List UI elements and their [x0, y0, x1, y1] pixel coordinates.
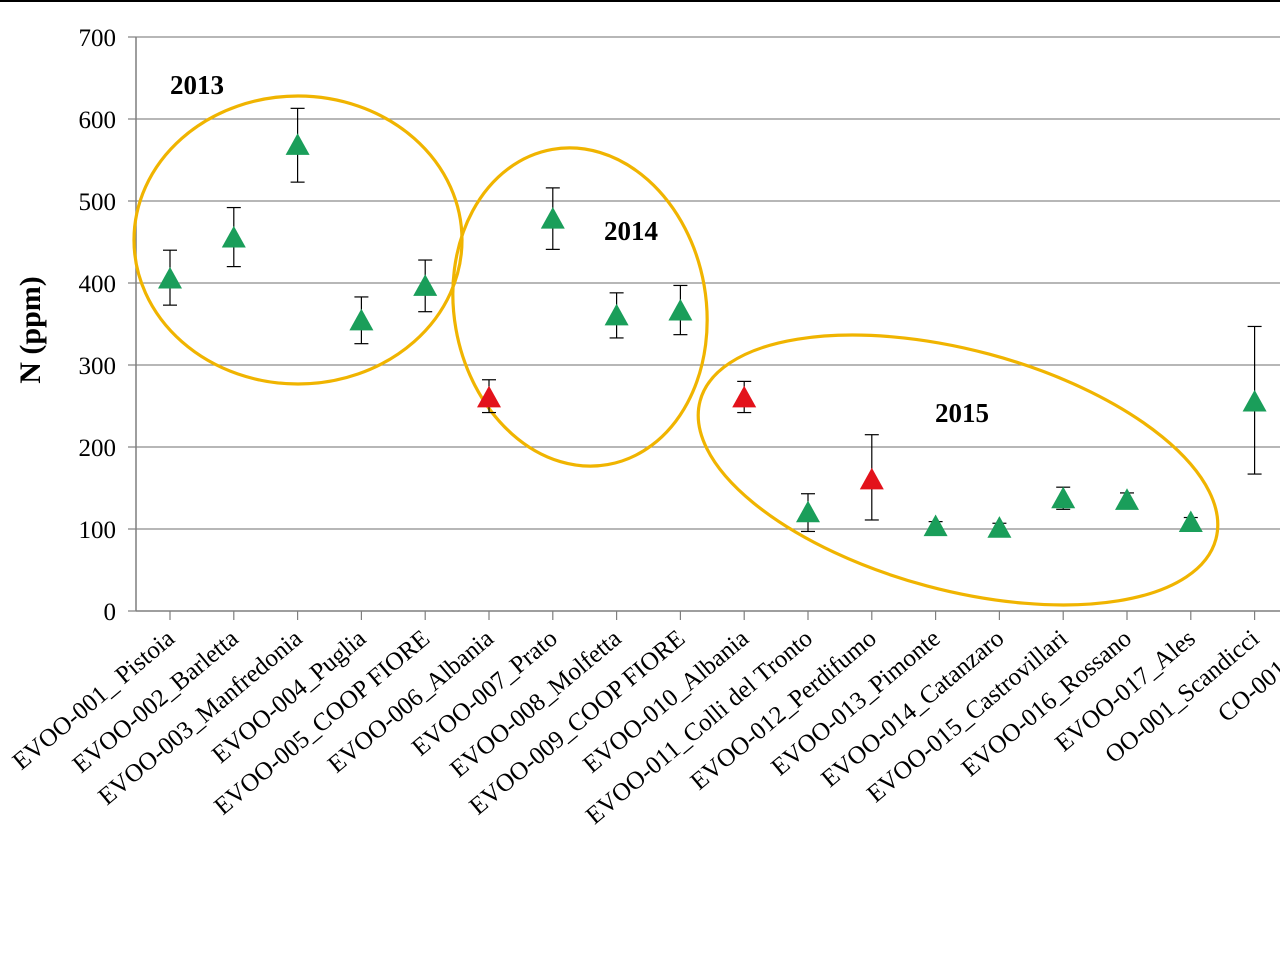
data-point-triangle [923, 514, 948, 537]
y-tick-label: 400 [79, 271, 117, 298]
data-markers [158, 133, 1267, 538]
data-point-triangle [477, 385, 501, 408]
group-ellipse-2015 [696, 333, 1220, 607]
data-point-triangle [158, 266, 182, 289]
error-bars [163, 107, 1262, 534]
y-tick-label: 100 [79, 517, 117, 544]
group-labels: 2013 2014 2015 [170, 70, 989, 428]
data-point-triangle [732, 385, 757, 408]
data-point-triangle [413, 274, 438, 296]
data-point-triangle [796, 500, 820, 523]
data-point-triangle [1242, 389, 1267, 412]
y-axis-label: N (ppm) [14, 276, 47, 384]
top-border [0, 0, 1280, 2]
data-point-triangle [221, 225, 246, 248]
y-tick-labels: 0 100 200 300 400 500 600 700 [79, 25, 117, 626]
data-point-triangle [285, 133, 310, 155]
data-point-triangle [1115, 488, 1139, 510]
group-label-2014: 2014 [604, 216, 658, 246]
data-point-triangle [668, 298, 693, 321]
group-ellipse-2014 [451, 146, 709, 468]
data-point-triangle [349, 308, 374, 331]
y-tick-label: 300 [79, 353, 117, 380]
data-point-triangle [604, 303, 629, 326]
y-tick-label: 600 [79, 107, 117, 134]
grid [136, 36, 1280, 530]
x-tick-labels: EVOO-001_ PistoiaEVOO-002_BarlettaEVOO-0… [8, 625, 1280, 830]
data-point-triangle [859, 467, 884, 490]
axes [128, 36, 1280, 620]
y-tick-label: 700 [79, 25, 117, 52]
group-ellipses [132, 94, 1220, 607]
y-tick-label: 200 [79, 435, 117, 462]
group-label-2015: 2015 [935, 398, 989, 428]
y-tick-label: 0 [104, 599, 117, 626]
data-point-triangle [1051, 486, 1076, 509]
data-point-triangle [1178, 510, 1203, 533]
y-tick-label: 500 [79, 189, 117, 216]
group-label-2013: 2013 [170, 70, 224, 100]
data-point-triangle [540, 207, 565, 229]
data-point-triangle [987, 516, 1012, 538]
